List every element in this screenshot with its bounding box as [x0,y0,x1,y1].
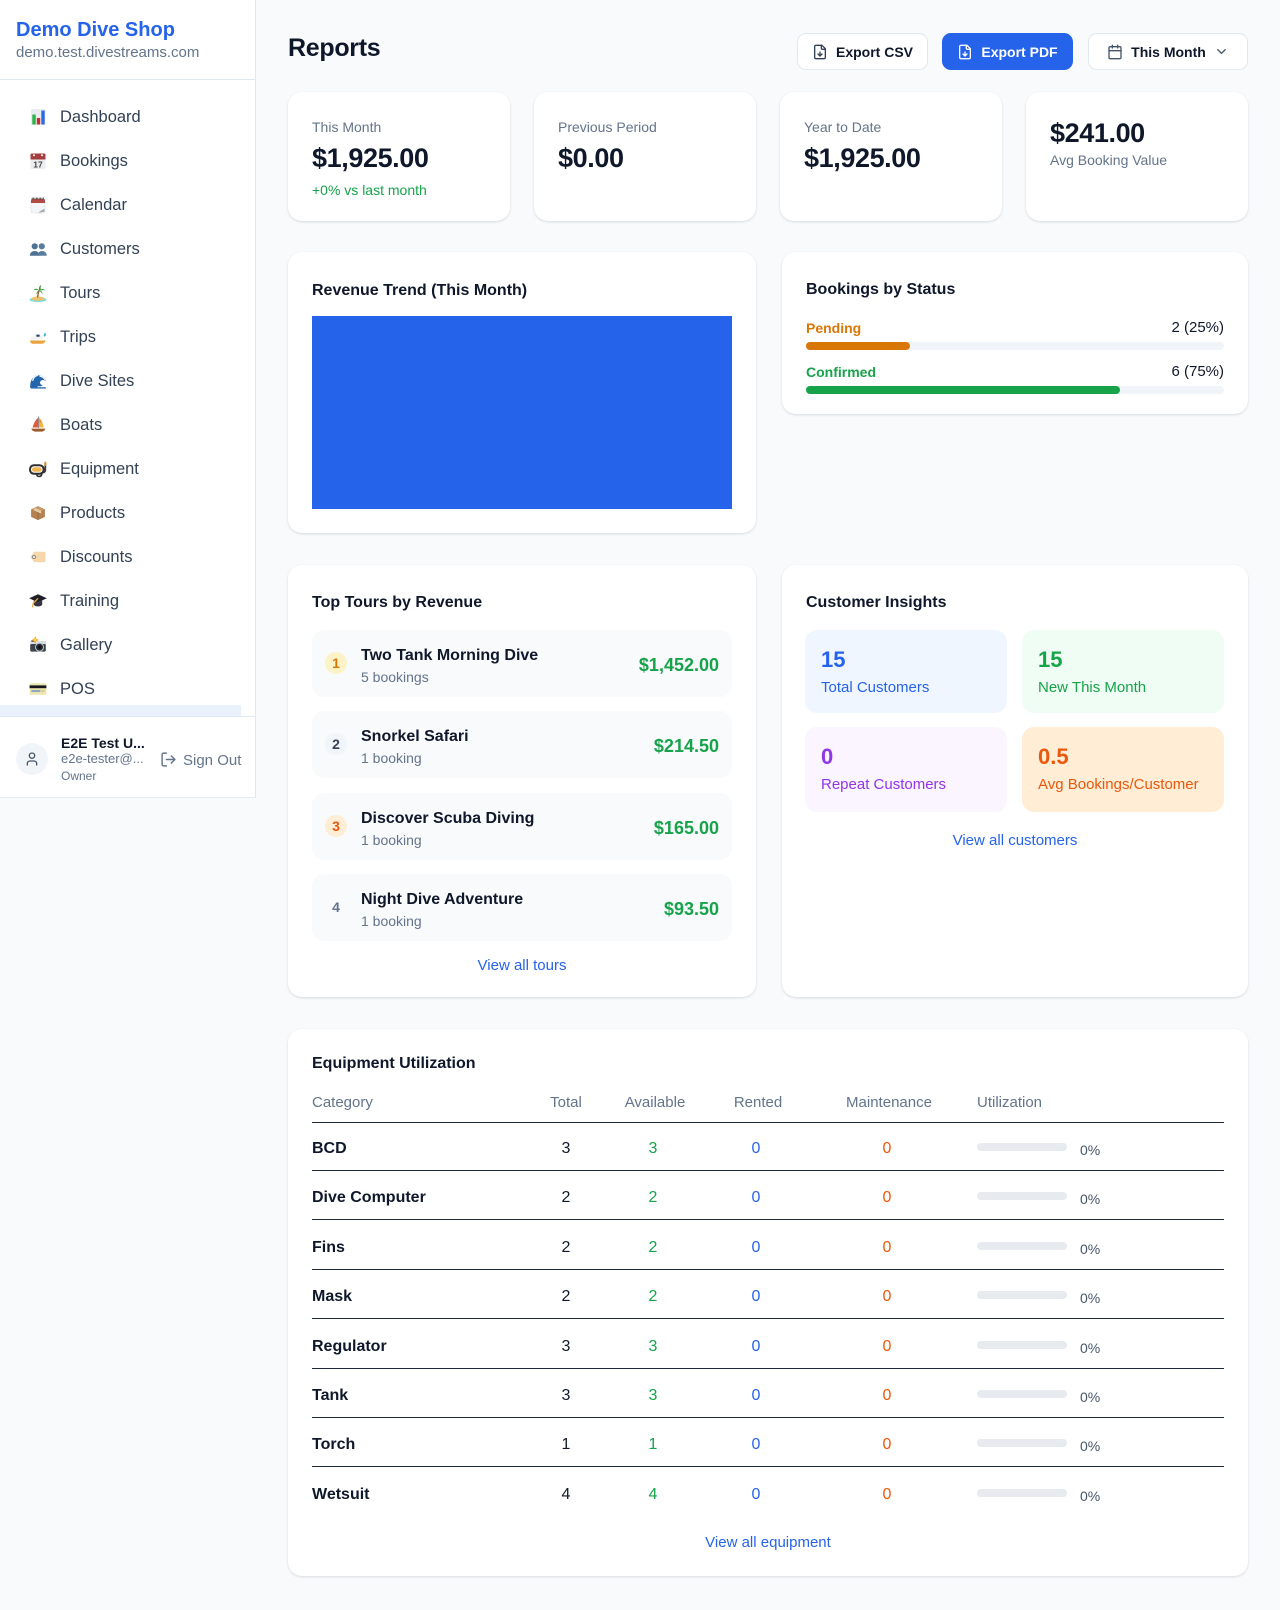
svg-text:17: 17 [33,159,43,169]
